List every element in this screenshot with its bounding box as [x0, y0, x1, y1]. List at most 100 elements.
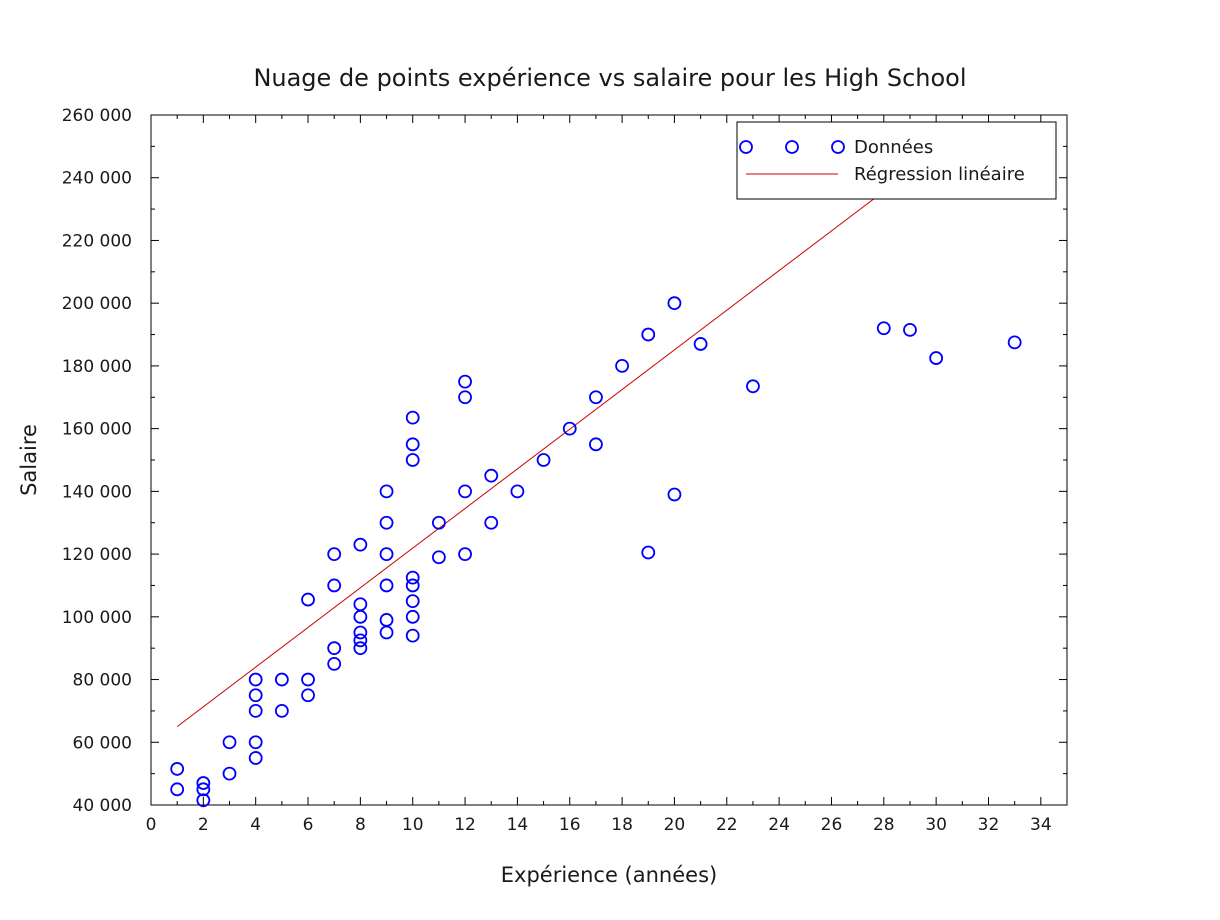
data-point	[327, 656, 342, 671]
y-tick-label: 260 000	[62, 106, 132, 126]
data-point	[1007, 335, 1022, 350]
x-tick-label: 10	[402, 815, 424, 835]
data-point	[196, 782, 211, 797]
y-tick-label: 60 000	[73, 733, 132, 753]
y-tick-label: 40 000	[73, 796, 132, 816]
x-tick-label: 26	[821, 815, 843, 835]
data-point	[353, 625, 368, 640]
legend-label-donnees: Données	[854, 137, 933, 158]
x-tick-label: 16	[559, 815, 581, 835]
axis-ticks	[150, 114, 1067, 806]
y-tick-label: 120 000	[62, 545, 132, 565]
x-tick-label: 20	[664, 815, 686, 835]
data-point	[379, 547, 394, 561]
legend-box	[736, 121, 1057, 200]
data-point	[589, 437, 603, 452]
data-point	[405, 609, 420, 624]
x-tick-label: 24	[768, 815, 790, 835]
data-point	[405, 570, 420, 585]
x-tick-label: 2	[198, 815, 209, 835]
data-point	[301, 688, 315, 703]
y-axis-title: Salaire	[17, 424, 41, 496]
data-point	[615, 359, 629, 373]
data-point	[405, 437, 420, 452]
y-tick-label: 180 000	[62, 357, 132, 377]
data-point	[458, 390, 472, 405]
data-point	[903, 322, 917, 337]
plot-series	[170, 171, 1022, 808]
data-point	[405, 453, 420, 467]
data-point	[196, 776, 211, 790]
data-point	[693, 337, 708, 351]
data-point	[379, 484, 394, 499]
legend-marker-donnees	[831, 140, 845, 154]
data-point	[484, 515, 499, 530]
y-tick-label: 160 000	[62, 420, 132, 440]
data-point	[510, 484, 525, 499]
data-point	[327, 547, 342, 561]
data-point	[589, 390, 603, 405]
data-point	[248, 735, 263, 750]
x-tick-label: 6	[303, 815, 314, 835]
legend-label-regression: Régression linéaire	[854, 164, 1025, 185]
legend-marker-donnees	[785, 140, 799, 154]
data-point	[327, 578, 342, 593]
x-tick-label: 14	[507, 815, 529, 835]
data-point	[353, 537, 368, 552]
x-tick-label: 28	[873, 815, 895, 835]
x-tick-label: 4	[250, 815, 261, 835]
data-point	[248, 688, 263, 703]
y-tick-label: 140 000	[62, 482, 132, 502]
data-point	[379, 578, 394, 593]
data-point	[353, 633, 368, 648]
x-tick-label: 22	[716, 815, 738, 835]
data-point	[327, 641, 342, 656]
data-point	[405, 594, 420, 609]
data-point	[379, 625, 394, 640]
legend: Données Régression linéaire	[736, 121, 1057, 200]
data-point	[353, 641, 368, 656]
x-tick-label: 8	[355, 815, 366, 835]
x-tick-label: 0	[146, 815, 157, 835]
data-point	[746, 379, 760, 394]
data-point	[405, 578, 420, 593]
y-tick-label: 220 000	[62, 231, 132, 251]
data-point	[458, 374, 472, 389]
data-point	[562, 421, 577, 436]
x-tick-label: 12	[454, 815, 476, 835]
x-axis-title: Expérience (années)	[501, 863, 717, 887]
data-point	[536, 453, 551, 467]
data-point	[458, 484, 472, 499]
data-point	[248, 672, 263, 687]
x-tick-label: 18	[611, 815, 633, 835]
data-point	[484, 468, 499, 483]
data-point	[405, 628, 420, 643]
data-point	[248, 751, 263, 765]
data-point	[876, 321, 891, 336]
plot-area	[150, 114, 1068, 806]
data-point	[301, 592, 315, 607]
data-point	[170, 782, 185, 797]
data-point	[667, 487, 682, 502]
data-point	[222, 766, 237, 781]
x-tick-label: 30	[925, 815, 947, 835]
data-point	[248, 704, 263, 718]
y-tick-label: 80 000	[73, 671, 132, 691]
y-tick-label: 200 000	[62, 294, 132, 314]
regression-line	[176, 171, 911, 727]
data-point	[379, 515, 394, 530]
data-point	[222, 735, 237, 750]
data-point	[196, 793, 211, 808]
chart-title: Nuage de points expérience vs salaire po…	[253, 64, 966, 92]
data-point	[667, 296, 682, 311]
data-point	[929, 351, 944, 365]
data-point	[353, 609, 368, 624]
data-point	[431, 515, 446, 530]
x-tick-label: 32	[978, 815, 1000, 835]
data-point	[301, 672, 315, 687]
data-point	[405, 410, 420, 425]
data-point	[431, 550, 446, 565]
y-tick-label: 100 000	[62, 608, 132, 628]
